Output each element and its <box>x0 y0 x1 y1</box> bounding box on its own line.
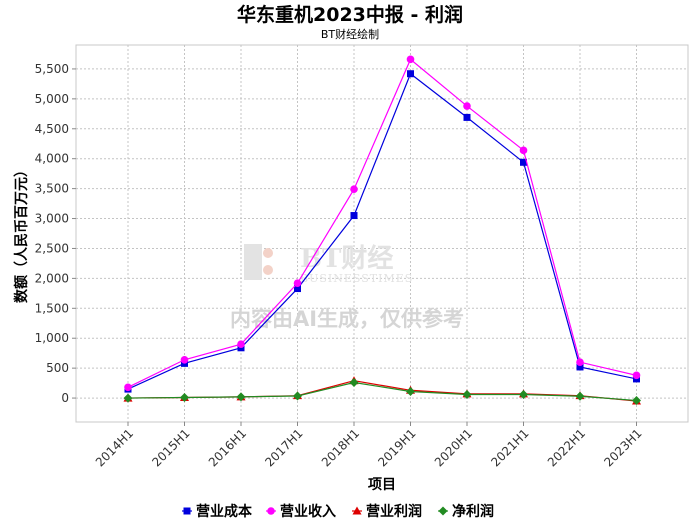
legend-marker <box>352 506 362 515</box>
data-point <box>407 70 414 78</box>
x-tick-label: 2020H1 <box>432 426 475 469</box>
y-tick-label: 3,500 <box>35 182 69 196</box>
x-tick-label: 2021H1 <box>488 426 531 469</box>
y-tick-label: 4,500 <box>35 122 69 136</box>
data-point <box>576 358 584 366</box>
watermark-logo-dot <box>263 248 273 258</box>
data-point <box>575 391 585 401</box>
chart-title: 华东重机2023中报 - 利润 <box>237 3 463 26</box>
y-tick-label: 1,500 <box>35 301 69 315</box>
legend-marker <box>267 507 275 515</box>
x-tick-label: 2017H1 <box>262 426 305 469</box>
series-line <box>127 72 637 390</box>
data-point <box>520 158 527 166</box>
legend-item: 营业成本 <box>182 503 253 520</box>
data-point <box>350 212 358 220</box>
data-point <box>406 386 415 396</box>
chart-subtitle: BT财经绘制 <box>321 27 379 41</box>
legend-item: 净利润 <box>438 503 494 520</box>
legend: 营业成本 营业收入 营业利润 净利润 <box>182 503 494 520</box>
legend-item: 营业收入 <box>266 503 336 520</box>
x-tick-label: 2022H1 <box>545 426 588 469</box>
legend-label: 营业成本 <box>196 503 253 520</box>
y-tick-label: 0 <box>61 391 69 405</box>
x-tick-label: 2018H1 <box>319 426 362 469</box>
watermark-brand: BT财经 <box>300 243 393 274</box>
data-point <box>632 371 641 380</box>
data-point <box>462 389 472 399</box>
watermark-brand-en: BUSINESSTIMES <box>300 272 413 285</box>
x-tick-label: 2023H1 <box>601 426 644 469</box>
series-line <box>127 58 637 388</box>
y-axis-label: 数额（人民币百万元） <box>13 163 30 303</box>
legend-marker <box>183 507 191 515</box>
legend-label: 营业利润 <box>366 503 422 520</box>
y-axis-ticks: 0 500 1,000 1,500 2,000 2,500 3,000 3,500 4,000 4… <box>35 62 76 405</box>
data-point <box>576 363 584 371</box>
watermark: BT财经 BUSINESSTIMES 内容由AI生成，仅供参考 <box>230 243 464 331</box>
x-tick-label: 2019H1 <box>375 426 418 469</box>
data-point <box>236 392 246 402</box>
y-tick-label: 500 <box>46 361 69 375</box>
data-point <box>294 285 301 293</box>
y-tick-label: 5,000 <box>35 92 69 106</box>
x-axis-ticks: 2014H1 2015H1 2016H1 2017H1 2018H1 2019H1 2020… <box>93 422 645 469</box>
series-circle <box>124 55 641 392</box>
data-point <box>124 383 132 392</box>
y-tick-label: 2,000 <box>35 271 69 285</box>
legend-marker <box>438 506 448 516</box>
y-tick-label: 1,000 <box>35 331 69 345</box>
data-point <box>237 340 245 349</box>
series-diamond <box>123 378 641 405</box>
data-point <box>519 146 528 155</box>
series-lines <box>123 55 641 405</box>
legend-label: 营业收入 <box>280 503 336 520</box>
y-tick-label: 5,500 <box>35 62 69 76</box>
watermark-logo-bar <box>244 244 262 280</box>
legend-item: 营业利润 <box>352 503 422 520</box>
data-point <box>180 392 189 402</box>
y-tick-label: 3,000 <box>35 212 69 226</box>
watermark-logo-dot <box>263 265 273 275</box>
data-point <box>632 395 641 405</box>
data-point <box>350 185 358 194</box>
plot-area <box>75 44 689 423</box>
x-axis-label: 项目 <box>368 477 396 493</box>
x-tick-label: 2015H1 <box>149 426 192 469</box>
legend-label: 净利润 <box>452 503 494 520</box>
data-point <box>293 279 302 287</box>
data-point <box>180 355 189 364</box>
data-point <box>519 389 528 399</box>
data-point <box>463 102 471 110</box>
series-line <box>127 381 637 402</box>
x-tick-label: 2016H1 <box>206 426 249 469</box>
data-point <box>349 378 359 388</box>
data-point <box>463 113 471 121</box>
data-point <box>123 393 133 403</box>
x-tick-label: 2014H1 <box>93 426 136 469</box>
grid-lines <box>76 45 688 422</box>
data-point <box>293 391 302 401</box>
y-tick-label: 4,000 <box>35 152 69 166</box>
data-point <box>406 55 415 64</box>
y-tick-label: 2,500 <box>35 241 69 255</box>
